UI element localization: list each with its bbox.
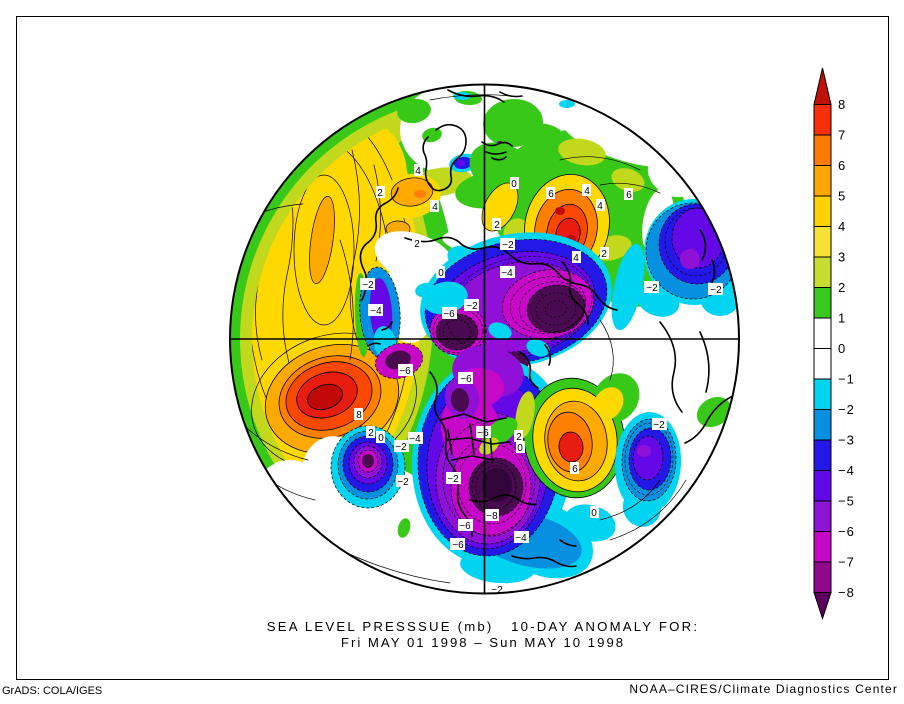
- svg-text:−4: −4: [838, 463, 855, 478]
- svg-text:−2: −2: [491, 585, 503, 596]
- svg-text:6: 6: [626, 190, 632, 201]
- svg-text:−2: −2: [710, 285, 722, 296]
- svg-text:−6: −6: [452, 540, 464, 551]
- svg-text:4: 4: [838, 219, 846, 234]
- svg-text:−2: −2: [502, 240, 514, 251]
- svg-text:−4: −4: [409, 434, 421, 445]
- svg-text:0: 0: [438, 268, 444, 279]
- svg-text:0: 0: [517, 443, 523, 454]
- svg-text:−2: −2: [466, 301, 478, 312]
- svg-text:6: 6: [572, 464, 578, 475]
- svg-text:NOAA–CIRES/Climate Diagnostics: NOAA–CIRES/Climate Diagnostics Center: [629, 682, 898, 696]
- svg-text:−4: −4: [370, 306, 382, 317]
- svg-text:−8: −8: [838, 585, 855, 600]
- svg-text:8: 8: [838, 97, 846, 112]
- svg-text:8: 8: [356, 410, 362, 421]
- svg-text:4: 4: [597, 201, 603, 212]
- svg-text:6: 6: [838, 158, 846, 173]
- svg-text:6: 6: [548, 189, 554, 200]
- svg-text:−2: −2: [395, 442, 407, 453]
- svg-text:2: 2: [516, 432, 522, 443]
- svg-text:−3: −3: [838, 433, 855, 448]
- svg-text:−6: −6: [460, 374, 472, 385]
- svg-text:4: 4: [432, 202, 438, 213]
- svg-text:−5: −5: [838, 494, 855, 509]
- svg-text:0: 0: [591, 508, 597, 519]
- svg-text:2: 2: [838, 280, 846, 295]
- svg-text:4: 4: [573, 253, 579, 264]
- svg-text:−4: −4: [501, 268, 513, 279]
- svg-text:GrADS: COLA/IGES: GrADS: COLA/IGES: [2, 685, 102, 697]
- svg-text:Fri MAY 01 1998 – Sun MAY 10 1: Fri MAY 01 1998 – Sun MAY 10 1998: [341, 635, 625, 650]
- svg-text:0: 0: [511, 179, 517, 190]
- svg-text:−2: −2: [397, 477, 409, 488]
- svg-text:2: 2: [414, 239, 420, 250]
- svg-text:2: 2: [494, 220, 500, 231]
- svg-text:5: 5: [838, 189, 846, 204]
- svg-text:−2: −2: [362, 280, 374, 291]
- svg-text:−4: −4: [515, 533, 527, 544]
- svg-text:−2: −2: [838, 402, 855, 417]
- svg-text:1: 1: [838, 311, 846, 326]
- svg-text:4: 4: [584, 186, 590, 197]
- svg-text:−2: −2: [447, 474, 459, 485]
- svg-text:−6: −6: [399, 366, 411, 377]
- svg-text:−8: −8: [486, 511, 498, 522]
- svg-text:0: 0: [378, 433, 384, 444]
- svg-text:−2: −2: [653, 420, 665, 431]
- svg-text:−2: −2: [646, 283, 658, 294]
- svg-text:−7: −7: [838, 555, 855, 570]
- svg-text:−6: −6: [477, 428, 489, 439]
- svg-text:7: 7: [838, 128, 846, 143]
- svg-text:4: 4: [415, 166, 421, 177]
- svg-text:2: 2: [368, 428, 374, 439]
- svg-text:−6: −6: [443, 309, 455, 320]
- svg-text:0: 0: [838, 341, 846, 356]
- svg-text:SEA LEVEL PRESSSUE (mb) 10-D: SEA LEVEL PRESSSUE (mb) 10-DAY ANOMALY F…: [267, 619, 699, 634]
- svg-text:−6: −6: [838, 524, 855, 539]
- svg-text:−1: −1: [838, 372, 855, 387]
- svg-text:2: 2: [601, 249, 607, 260]
- svg-text:−6: −6: [459, 521, 471, 532]
- svg-text:2: 2: [377, 188, 383, 199]
- svg-text:3: 3: [838, 250, 846, 265]
